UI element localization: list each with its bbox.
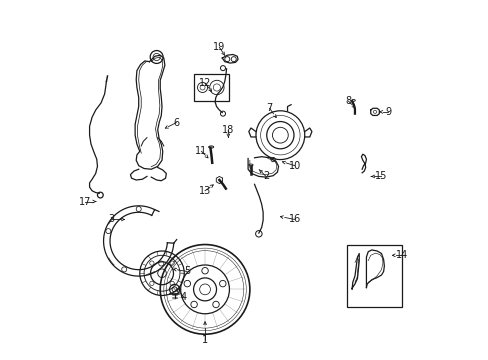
Bar (193, 74, 229, 101)
Text: 7: 7 (266, 103, 272, 113)
Text: 19: 19 (213, 42, 225, 52)
Text: 10: 10 (288, 161, 300, 171)
Text: 6: 6 (173, 118, 179, 128)
Text: 13: 13 (199, 186, 211, 196)
Text: 8: 8 (345, 96, 351, 106)
Text: 15: 15 (374, 171, 386, 181)
Text: 4: 4 (180, 292, 186, 302)
Text: 3: 3 (108, 215, 115, 224)
Text: 12: 12 (199, 78, 211, 88)
Text: 17: 17 (79, 197, 91, 207)
Bar (346, 244, 402, 307)
Text: 11: 11 (195, 146, 207, 156)
Text: 18: 18 (222, 125, 234, 135)
Text: 2: 2 (263, 171, 268, 181)
Text: 14: 14 (395, 250, 407, 260)
Text: 5: 5 (183, 266, 190, 276)
Text: 9: 9 (384, 107, 390, 117)
Text: 1: 1 (202, 334, 208, 345)
Text: 16: 16 (288, 215, 300, 224)
